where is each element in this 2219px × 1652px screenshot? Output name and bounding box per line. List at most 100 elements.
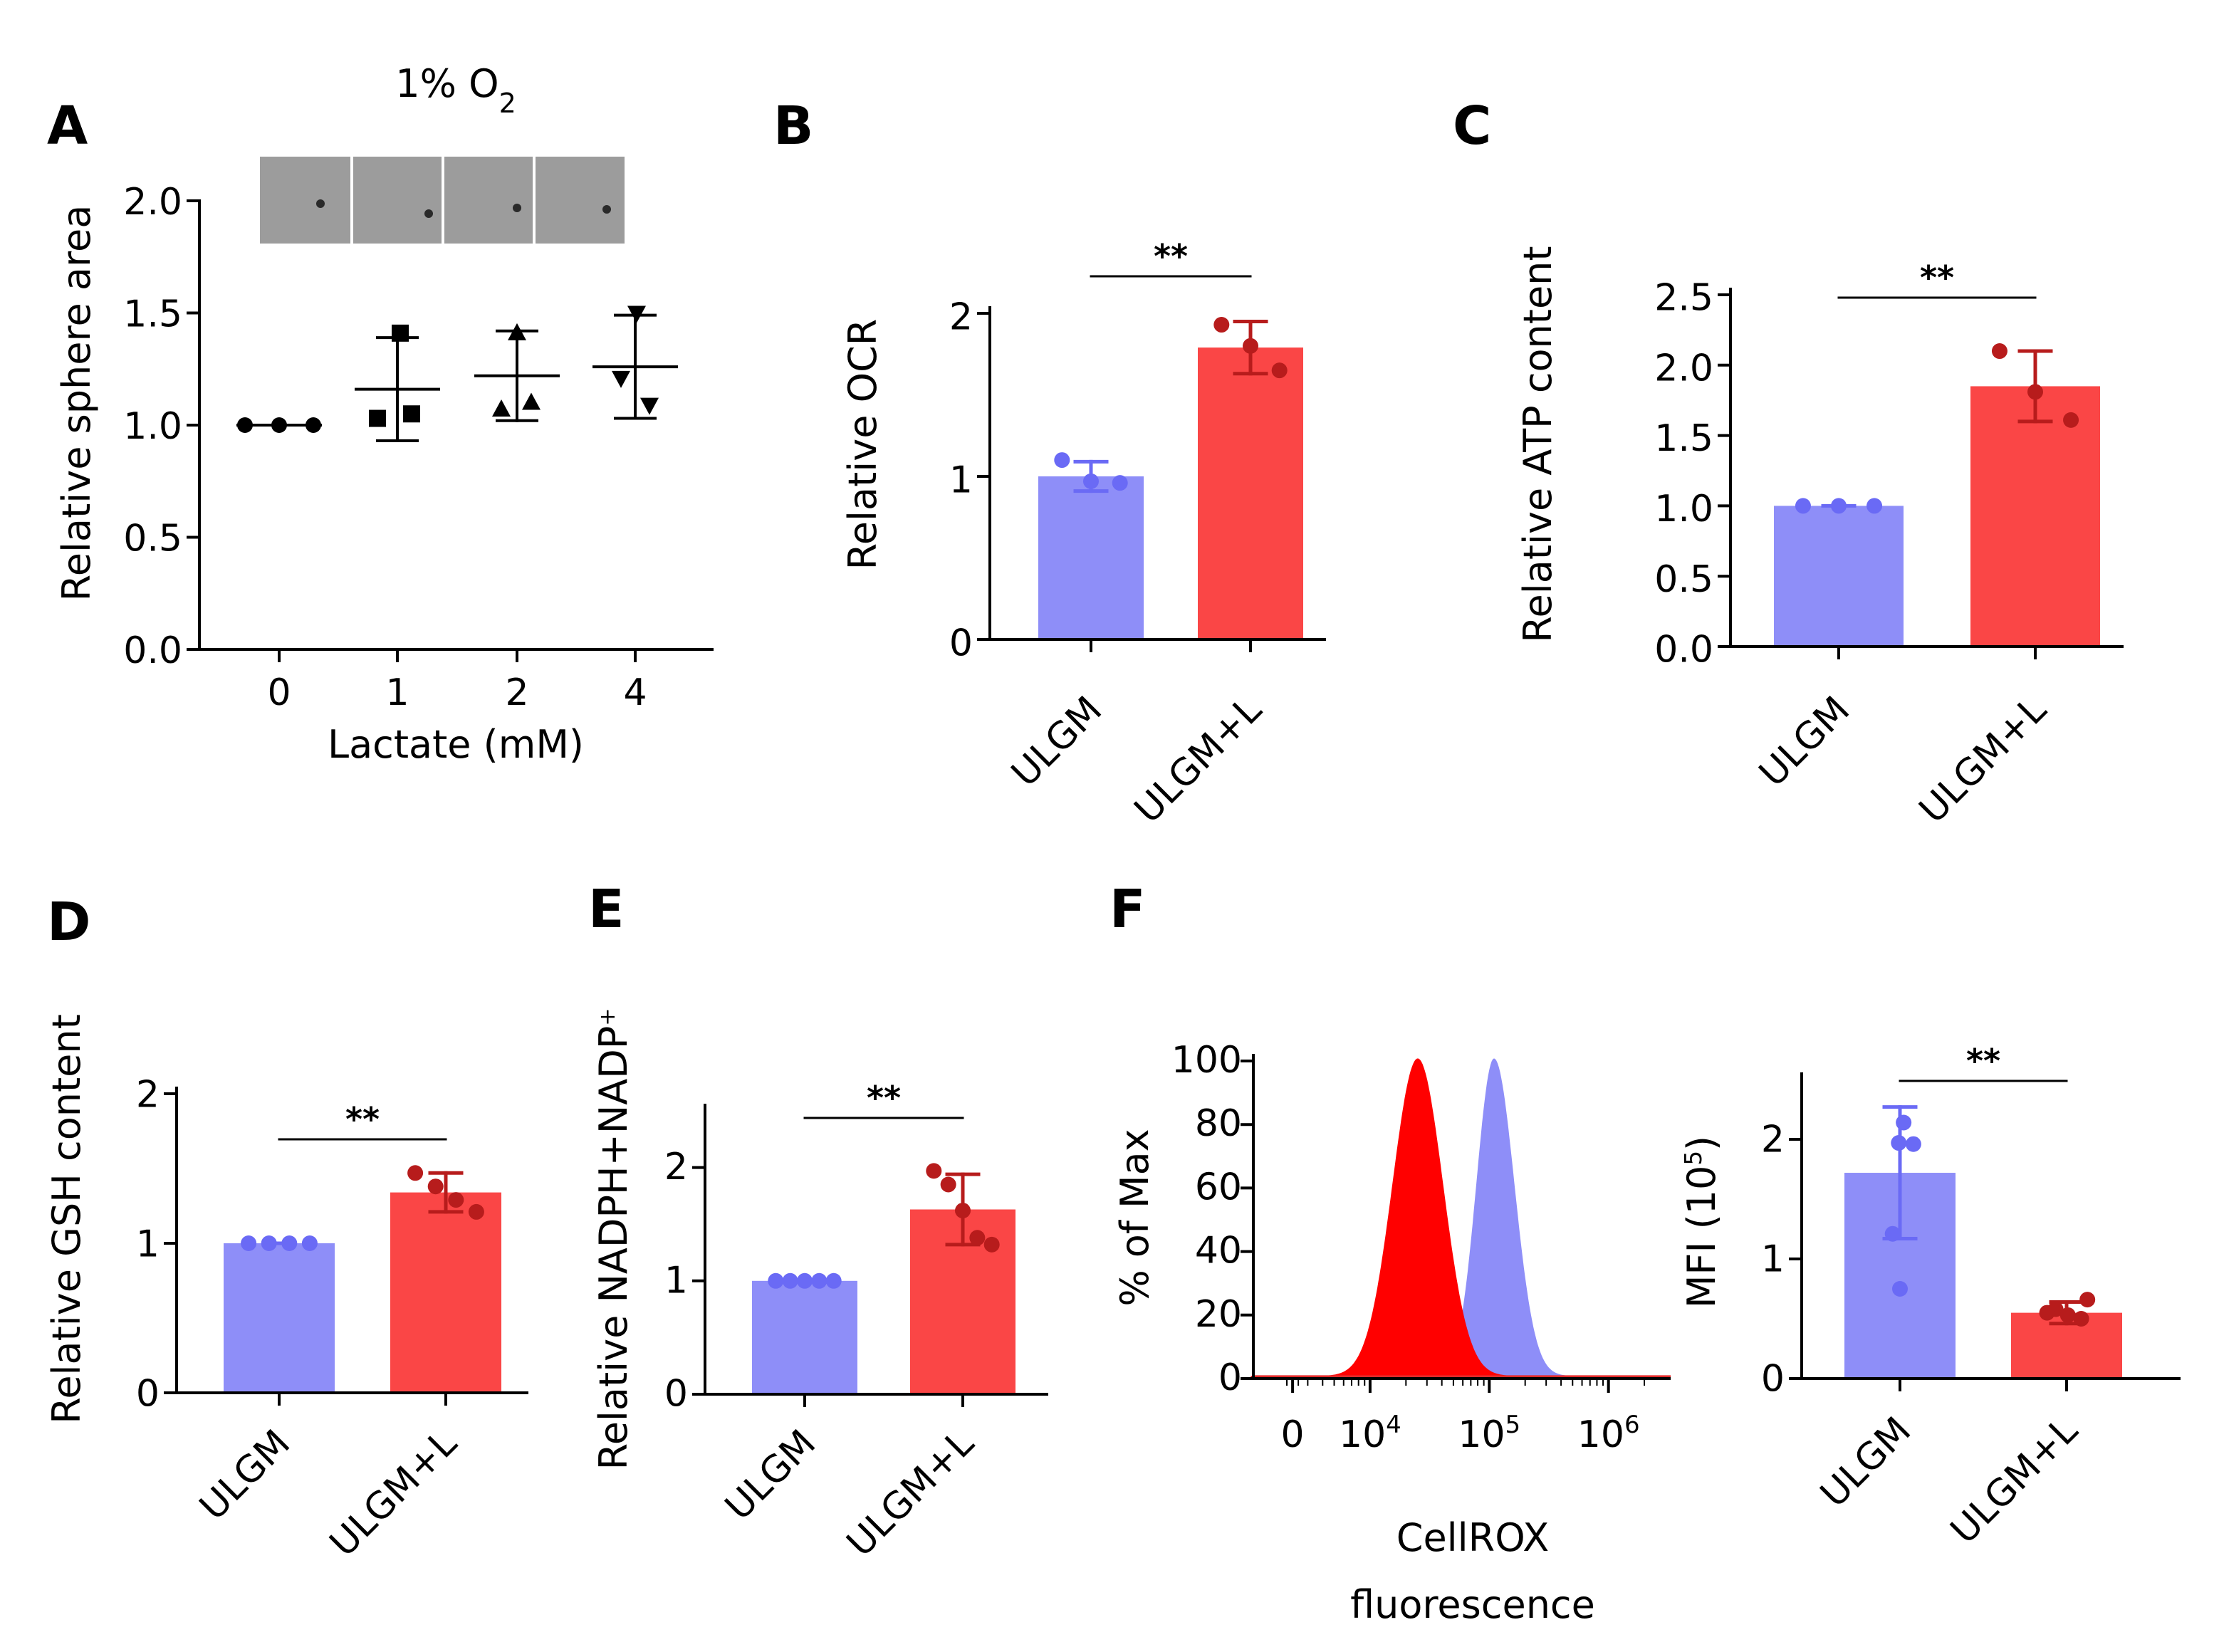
data-point xyxy=(1054,452,1070,469)
data-point xyxy=(811,1272,827,1289)
data-point xyxy=(940,1176,956,1193)
y-tick-label: 0 xyxy=(664,1373,688,1416)
sphere-image-strip xyxy=(260,157,625,244)
sphere-image-cell xyxy=(316,199,325,208)
data-point xyxy=(261,1235,277,1251)
sphere-image-divider xyxy=(533,157,536,244)
y-tick-label: 1.0 xyxy=(123,405,182,448)
y-tick-label: 80 xyxy=(1195,1102,1242,1145)
x-category-label: ULGM+L xyxy=(322,1422,465,1565)
sphere-image-divider xyxy=(442,157,444,244)
data-point-circle xyxy=(306,417,321,433)
chart-title: 1% O2 xyxy=(395,61,516,119)
data-point xyxy=(983,1236,1000,1253)
chart-title-text: 1% O xyxy=(395,61,498,106)
bar-ulgm-plus-l xyxy=(1198,347,1303,639)
data-point xyxy=(301,1235,318,1251)
data-point xyxy=(2063,412,2079,428)
x-category-label: ULGM+L xyxy=(839,1422,982,1565)
data-point xyxy=(1896,1114,1912,1131)
data-point-circle xyxy=(271,417,287,433)
y-tick-label: 0.5 xyxy=(123,518,182,560)
bar-ulgm xyxy=(752,1280,857,1394)
panel-letter-e: E xyxy=(588,879,625,940)
x-tick-exponent: 4 xyxy=(1386,1411,1401,1439)
x-category-label: ULGM xyxy=(1751,689,1858,795)
x-axis-label-line1: CellROX xyxy=(1396,1515,1550,1560)
y-tick-label: 2 xyxy=(136,1074,160,1117)
data-point-circle xyxy=(237,417,253,433)
y-tick-label: 40 xyxy=(1195,1230,1242,1272)
x-category-label: ULGM xyxy=(192,1422,298,1529)
significance-label: ** xyxy=(1966,1042,2000,1080)
data-point xyxy=(825,1272,842,1289)
y-tick-label: 100 xyxy=(1171,1039,1242,1082)
y-axis-label: Relative GSH content xyxy=(44,1014,89,1424)
x-axis-label-line2: fluorescence xyxy=(1350,1582,1595,1627)
data-point-triangle-up xyxy=(508,323,526,340)
y-tick-label: 0.0 xyxy=(123,629,182,672)
significance-label: ** xyxy=(1154,237,1188,276)
x-tick-label: 0 xyxy=(267,671,291,714)
data-point-triangle-up xyxy=(522,392,541,410)
data-point xyxy=(241,1235,257,1251)
histogram-ulgm-plus-l xyxy=(1251,1058,1656,1379)
y-tick-label: 1.0 xyxy=(1654,488,1713,530)
x-category-label: ULGM xyxy=(717,1422,824,1529)
sphere-image-cell xyxy=(513,204,521,212)
data-point-triangle-up xyxy=(492,399,511,417)
y-tick-label: 1.5 xyxy=(1654,417,1713,460)
significance-label: ** xyxy=(867,1079,901,1117)
data-point xyxy=(1083,473,1099,489)
y-tick-label: 2 xyxy=(1761,1118,1785,1161)
data-point xyxy=(1112,475,1128,491)
y-axis-label-text: Relative ATP content xyxy=(1515,246,1560,642)
data-point xyxy=(926,1163,942,1179)
data-point xyxy=(1866,498,1883,514)
x-tick-label: 105 xyxy=(1458,1411,1520,1456)
x-tick-base: 0 xyxy=(1281,1413,1305,1456)
y-tick-label: 60 xyxy=(1195,1166,1242,1208)
x-category-label: ULGM+L xyxy=(1943,1409,2086,1552)
x-tick-label: 104 xyxy=(1339,1411,1401,1456)
y-tick-label: 0.0 xyxy=(1654,629,1713,671)
y-tick-label: 1 xyxy=(664,1259,688,1302)
x-category-label: ULGM xyxy=(1812,1409,1919,1516)
x-tick-exponent: 6 xyxy=(1624,1411,1640,1439)
data-point xyxy=(1271,362,1288,379)
y-tick-label: 20 xyxy=(1195,1293,1242,1336)
data-point xyxy=(2059,1307,2076,1323)
panel-letter-b: B xyxy=(773,95,813,157)
data-point xyxy=(2079,1292,2096,1308)
data-point xyxy=(407,1165,424,1181)
data-point xyxy=(1905,1136,1921,1152)
x-tick-base: 10 xyxy=(1458,1413,1505,1456)
x-axis-label: Lactate (mM) xyxy=(328,722,584,767)
x-category-label: ULGM+L xyxy=(1127,689,1270,832)
y-tick-label: 2 xyxy=(664,1146,688,1188)
data-point xyxy=(468,1203,484,1220)
data-point-square xyxy=(369,409,386,427)
bar-ulgm-plus-l xyxy=(390,1192,501,1393)
y-axis-label: Relative OCR xyxy=(840,319,885,570)
x-category-label: ULGM+L xyxy=(1911,689,2054,832)
data-point xyxy=(768,1272,784,1289)
data-point-triangle-down xyxy=(640,397,659,415)
data-point xyxy=(1884,1225,1901,1242)
bar-ulgm-plus-l xyxy=(1970,386,2100,647)
data-point xyxy=(1831,498,1847,514)
data-point xyxy=(797,1272,813,1289)
panel-letter-f: F xyxy=(1110,879,1146,940)
x-tick-label: 0 xyxy=(1281,1413,1305,1456)
data-point xyxy=(955,1203,971,1219)
panel-letter-a: A xyxy=(47,95,88,157)
data-point xyxy=(1892,1281,1908,1297)
y-axis-label: Relative NADPH+NADP+ xyxy=(591,1008,636,1470)
y-axis-label-superscript: + xyxy=(595,1008,620,1026)
data-point xyxy=(2073,1311,2089,1327)
y-axis-label: Relative ATP content xyxy=(1515,246,1560,642)
y-tick-label: 0 xyxy=(136,1373,160,1416)
y-tick-label: 0.5 xyxy=(1654,558,1713,601)
data-point xyxy=(1795,498,1811,514)
